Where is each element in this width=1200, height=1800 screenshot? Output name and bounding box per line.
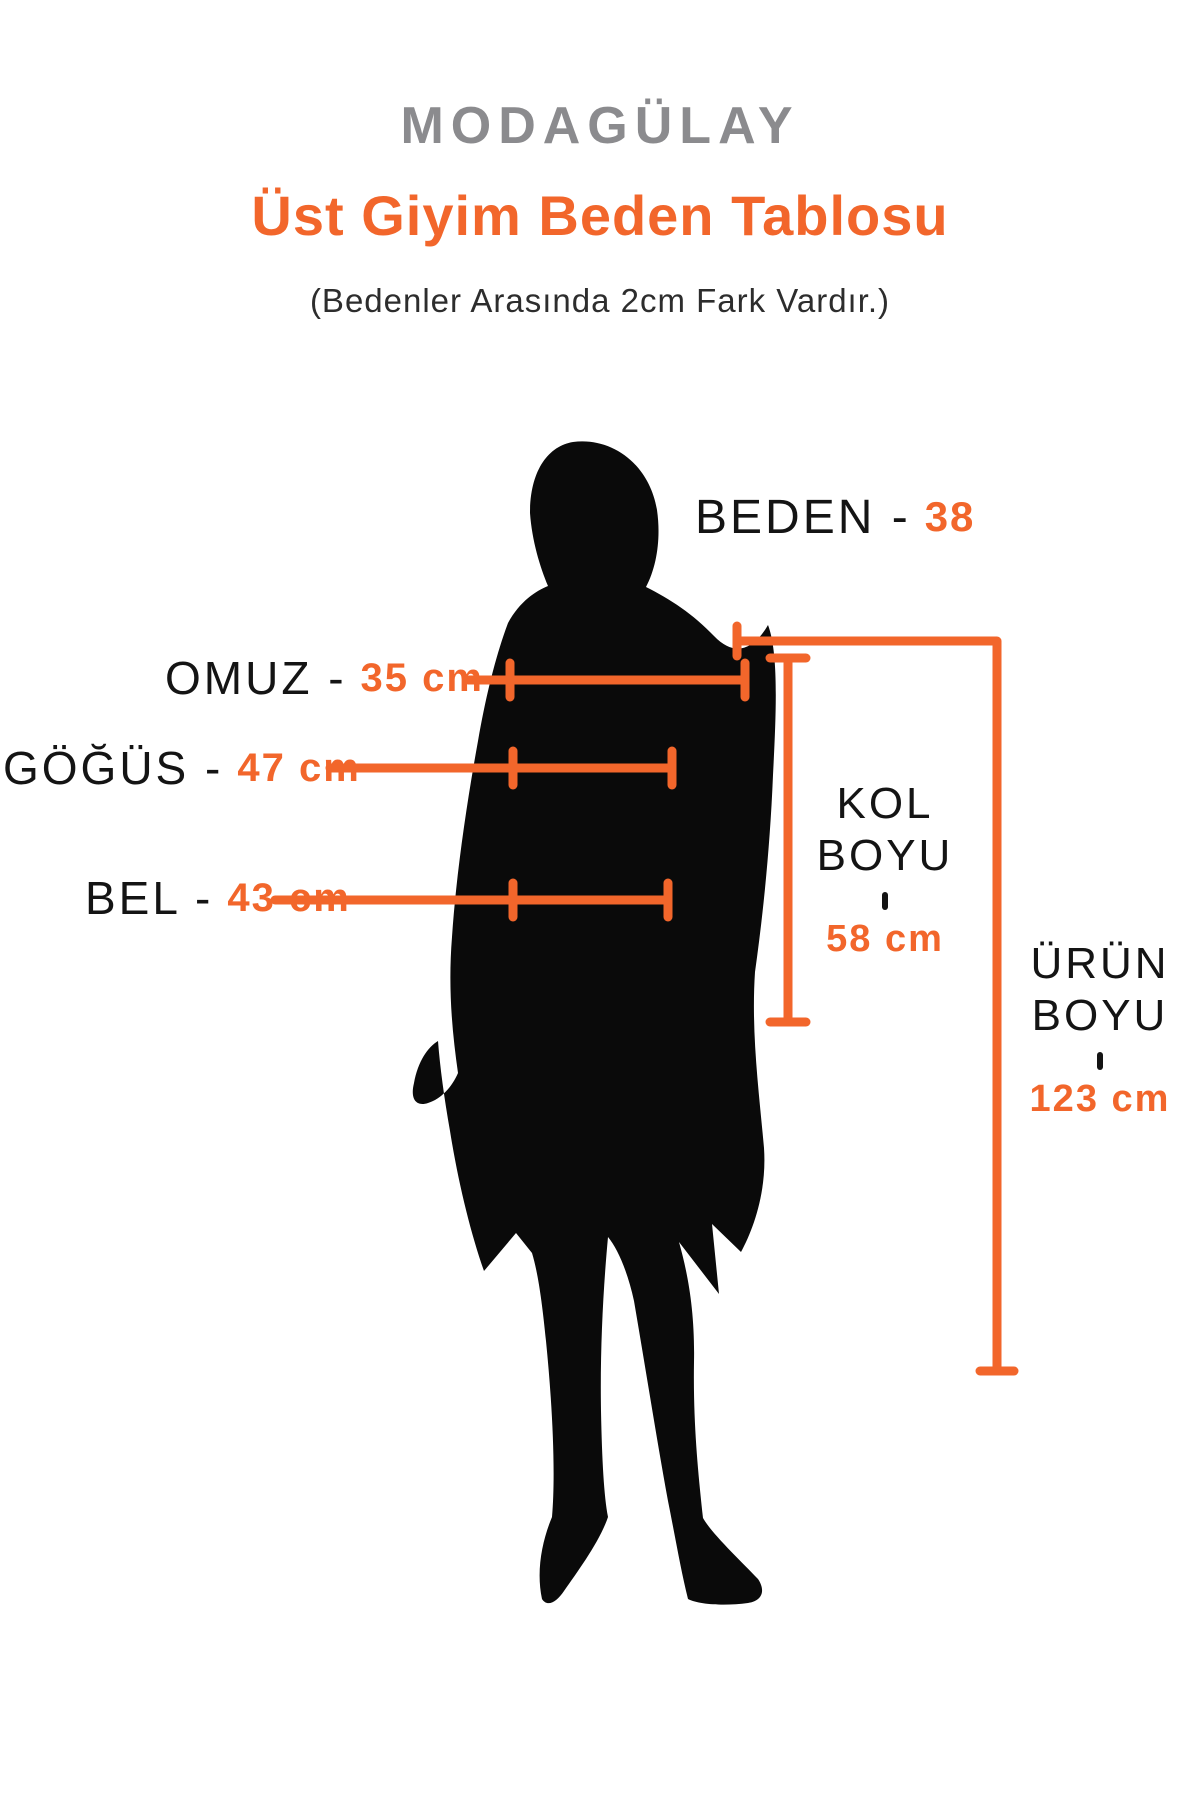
bel-row: BEL - 43 cm <box>85 871 351 925</box>
omuz-value: 35 cm <box>360 655 484 700</box>
kol-boyu-block: KOL BOYU 58 cm <box>775 778 995 960</box>
urun-boyu-label-line1: ÜRÜN <box>1030 939 1170 988</box>
kol-boyu-label-line1: KOL <box>836 779 934 828</box>
urun-boyu-block: ÜRÜN BOYU 123 cm <box>990 938 1200 1120</box>
page-title: Üst Giyim Beden Tablosu <box>251 184 949 247</box>
omuz-label: OMUZ - <box>165 652 347 704</box>
gogus-row: GÖĞÜS - 47 cm <box>3 741 361 795</box>
beden-value: 38 <box>924 493 976 540</box>
omuz-row: OMUZ - 35 cm <box>165 651 484 705</box>
brand-logo: MODAGÜLAY <box>400 97 800 155</box>
bel-label: BEL - <box>85 872 214 924</box>
kol-boyu-value: 58 cm <box>826 918 944 960</box>
page-subtitle: (Bedenler Arasında 2cm Fark Vardır.) <box>309 282 891 319</box>
urun-bracket <box>732 636 1002 1376</box>
gogus-label: GÖĞÜS - <box>3 742 224 794</box>
beden-row: BEDEN - 38 <box>695 490 975 544</box>
beden-label: BEDEN - <box>695 490 911 544</box>
urun-boyu-label-line2: BOYU <box>1031 991 1169 1040</box>
urun-boyu-value: 123 cm <box>1029 1078 1171 1120</box>
bel-value: 43 cm <box>227 875 351 920</box>
kol-boyu-separator-tick <box>882 892 888 910</box>
model-silhouette <box>412 441 776 1605</box>
gogus-value: 47 cm <box>237 745 361 790</box>
urun-boyu-separator-tick <box>1097 1052 1103 1070</box>
kol-boyu-label-line2: BOYU <box>816 831 954 880</box>
